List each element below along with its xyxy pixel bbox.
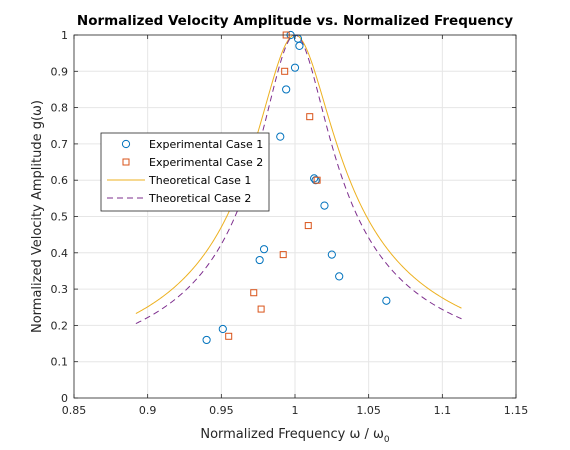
legend-label: Theoretical Case 1 (148, 174, 251, 187)
curve-theoretical-case-1 (135, 34, 462, 314)
data-point-case-1 (276, 132, 285, 141)
curve-theoretical-case-2 (135, 34, 462, 325)
x-tick-label: 0.85 (62, 404, 87, 417)
y-tick-label: 0.8 (51, 102, 69, 115)
y-axis-title: Normalized Velocity Amplitude g(ω) (30, 100, 45, 333)
curves (135, 34, 462, 325)
y-tick-label: 0.7 (51, 138, 69, 151)
data-point-case-2 (313, 176, 321, 184)
data-point-case-1 (327, 250, 336, 259)
x-axis-title: Normalized Frequency ω / ω0 (200, 427, 390, 445)
x-tick-label: 1.05 (356, 404, 381, 417)
x-axis-title-main: Normalized Frequency ω / ω (200, 427, 384, 442)
y-tick-label: 0.1 (51, 356, 69, 369)
data-point-case-2 (304, 222, 312, 230)
legend-label: Theoretical Case 2 (148, 192, 251, 205)
data-point-case-1 (202, 335, 211, 345)
y-tick-label: 0 (61, 392, 68, 405)
x-tick-label: 1.1 (434, 404, 452, 417)
x-tick-label: 0.9 (139, 404, 157, 417)
data-point-case-1 (295, 41, 304, 50)
y-tick-label: 0.3 (51, 283, 69, 296)
x-axis-title-subscript: 0 (384, 435, 390, 445)
y-tick-label: 0.2 (51, 319, 69, 332)
data-point-case-1 (382, 296, 391, 305)
data-point-case-2 (306, 113, 314, 121)
legend-item: Experimental Case 1 (121, 138, 263, 151)
data-point-case-2 (225, 332, 233, 340)
data-point-case-1 (320, 201, 329, 210)
data-point-case-1 (218, 324, 227, 334)
legend: Experimental Case 1 Experimental Case 2 Th… (100, 132, 270, 212)
data-point-case-2 (250, 289, 258, 297)
y-tick-label: 0.9 (51, 65, 69, 78)
data-point-case-2 (279, 251, 287, 259)
legend-label: Experimental Case 1 (149, 138, 263, 151)
y-tick-label: 0.5 (51, 211, 69, 224)
data-point-case-2 (257, 305, 265, 313)
data-point-case-1 (282, 85, 291, 94)
y-tick-label: 0.4 (51, 247, 69, 260)
data-point-case-1 (290, 63, 300, 72)
x-tick-label: 1 (292, 404, 299, 417)
legend-label: Experimental Case 2 (149, 156, 263, 169)
legend-item: Theoretical Case 2 (107, 192, 251, 205)
markers (202, 30, 391, 345)
legend-marker-circle (121, 139, 131, 149)
x-tick-label: 1.15 (504, 404, 529, 417)
y-tick-label: 0.6 (51, 174, 69, 187)
data-point-case-2 (281, 67, 289, 75)
legend-item: Theoretical Case 1 (107, 174, 251, 187)
legend-item: Experimental Case 2 (122, 156, 263, 169)
data-point-case-1 (335, 272, 344, 281)
axis-ticks: 0.85 0.9 0.95 1 1.05 1.1 1.15 0 0.1 0.2 0.3 0.4 0.5 0… (51, 29, 529, 417)
chart-title: Normalized Velocity Amplitude vs. Normal… (77, 13, 513, 29)
data-point-case-1 (259, 245, 269, 254)
y-tick-label: 1 (61, 29, 68, 42)
data-point-case-1 (255, 255, 264, 265)
x-tick-label: 0.95 (209, 404, 234, 417)
legend-marker-square (122, 158, 130, 166)
data-point-case-1 (311, 176, 320, 185)
